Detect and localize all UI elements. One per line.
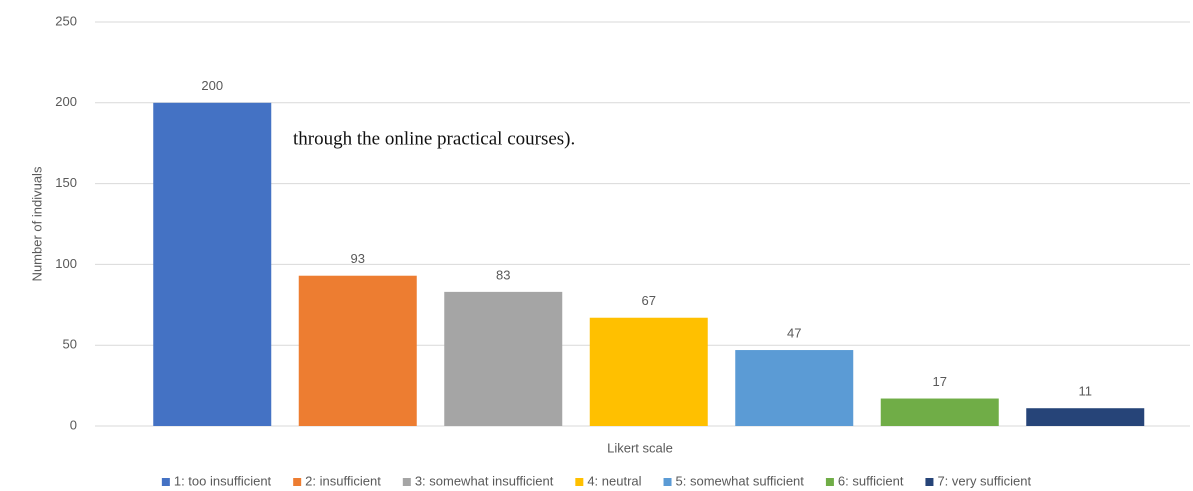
value-label: 47 — [787, 325, 801, 340]
bar — [880, 398, 999, 426]
bar — [444, 291, 563, 426]
legend-swatch — [293, 478, 302, 486]
value-label: 17 — [933, 374, 947, 389]
legend-label: 6: sufficient — [838, 473, 904, 488]
legend-label: 2: insufficient — [305, 473, 381, 488]
value-label: 93 — [351, 251, 365, 266]
annotation: through the online practical courses). — [293, 128, 575, 149]
y-tick-label: 200 — [55, 94, 77, 109]
y-tick-label: 0 — [70, 417, 77, 432]
legend-swatch — [925, 478, 934, 486]
legend-swatch — [825, 478, 834, 486]
y-tick-label: 250 — [55, 13, 77, 28]
bar — [298, 275, 417, 426]
legend-label: 4: neutral — [587, 473, 641, 488]
bar — [735, 350, 854, 426]
value-label: 11 — [1079, 384, 1093, 399]
value-label: 200 — [201, 78, 223, 93]
y-tick-label: 150 — [55, 175, 77, 190]
value-label: 67 — [642, 293, 656, 308]
legend-swatch — [161, 478, 170, 486]
legend-swatch — [575, 478, 584, 486]
x-axis-label: Likert scale — [607, 440, 673, 455]
bar — [153, 102, 272, 427]
legend-label: 7: very sufficient — [937, 473, 1031, 488]
legend-label: 3: somewhat insufficient — [415, 473, 554, 488]
bar — [589, 317, 708, 426]
value-label: 83 — [496, 267, 510, 282]
legend-label: 5: somewhat sufficient — [676, 473, 805, 488]
legend-swatch — [663, 478, 672, 486]
y-axis-label: Number of indivuals — [29, 166, 44, 281]
y-tick-label: 100 — [55, 256, 77, 271]
legend-label: 1: too insufficient — [174, 473, 272, 488]
bar — [1026, 408, 1145, 426]
legend-swatch — [402, 478, 411, 486]
y-tick-label: 50 — [63, 337, 77, 352]
